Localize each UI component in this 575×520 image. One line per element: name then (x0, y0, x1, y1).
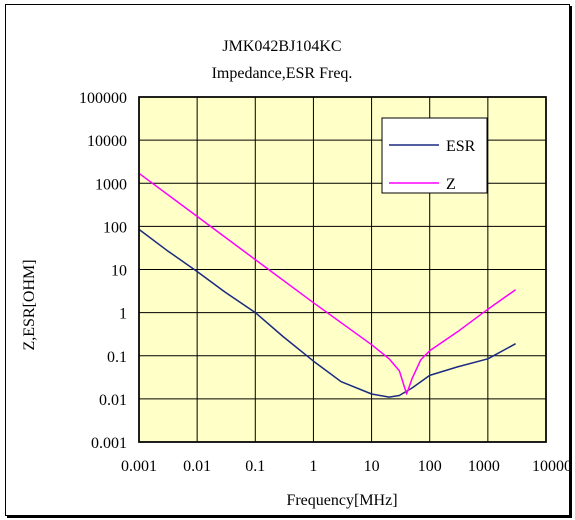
x-tick-label: 0.1 (245, 458, 265, 475)
y-tick-label: 100 (103, 219, 127, 236)
impedance-esr-chart: JMK042BJ104KC Impedance,ESR Freq. 0.0010… (6, 5, 569, 515)
y-tick-label: 100000 (79, 90, 127, 107)
y-tick-label: 1000 (95, 176, 127, 193)
y-tick-label: 0.1 (107, 349, 127, 366)
y-tick-label: 0.001 (91, 435, 127, 452)
x-tick-label: 1000 (468, 458, 500, 475)
x-tick-labels: 0.001 0.01 0.1 1 10 100 1000 10000 (121, 458, 569, 475)
y-axis-label: Z,ESR[OHM] (21, 259, 38, 350)
x-tick-label: 10000 (532, 458, 569, 475)
legend-label-esr: ESR (446, 138, 476, 155)
y-tick-label: 10 (111, 263, 127, 280)
y-tick-label: 0.01 (99, 392, 127, 409)
y-tick-labels: 0.001 0.01 0.1 1 10 100 1000 10000 100000 (79, 90, 127, 452)
x-axis-label: Frequency[MHz] (286, 492, 397, 509)
x-tick-label: 10 (364, 458, 380, 475)
x-tick-label: 0.001 (121, 458, 157, 475)
legend: ESR Z (382, 118, 487, 193)
x-tick-label: 0.01 (183, 458, 211, 475)
legend-box (382, 118, 487, 193)
x-tick-label: 100 (418, 458, 442, 475)
chart-title-line2: Impedance,ESR Freq. (212, 65, 353, 82)
y-tick-label: 10000 (87, 133, 127, 150)
y-tick-label: 1 (119, 306, 127, 323)
chart-title-line1: JMK042BJ104KC (222, 38, 341, 55)
chart-frame: JMK042BJ104KC Impedance,ESR Freq. 0.001 0… (5, 4, 570, 516)
x-tick-label: 1 (309, 458, 317, 475)
legend-label-z: Z (446, 176, 456, 193)
